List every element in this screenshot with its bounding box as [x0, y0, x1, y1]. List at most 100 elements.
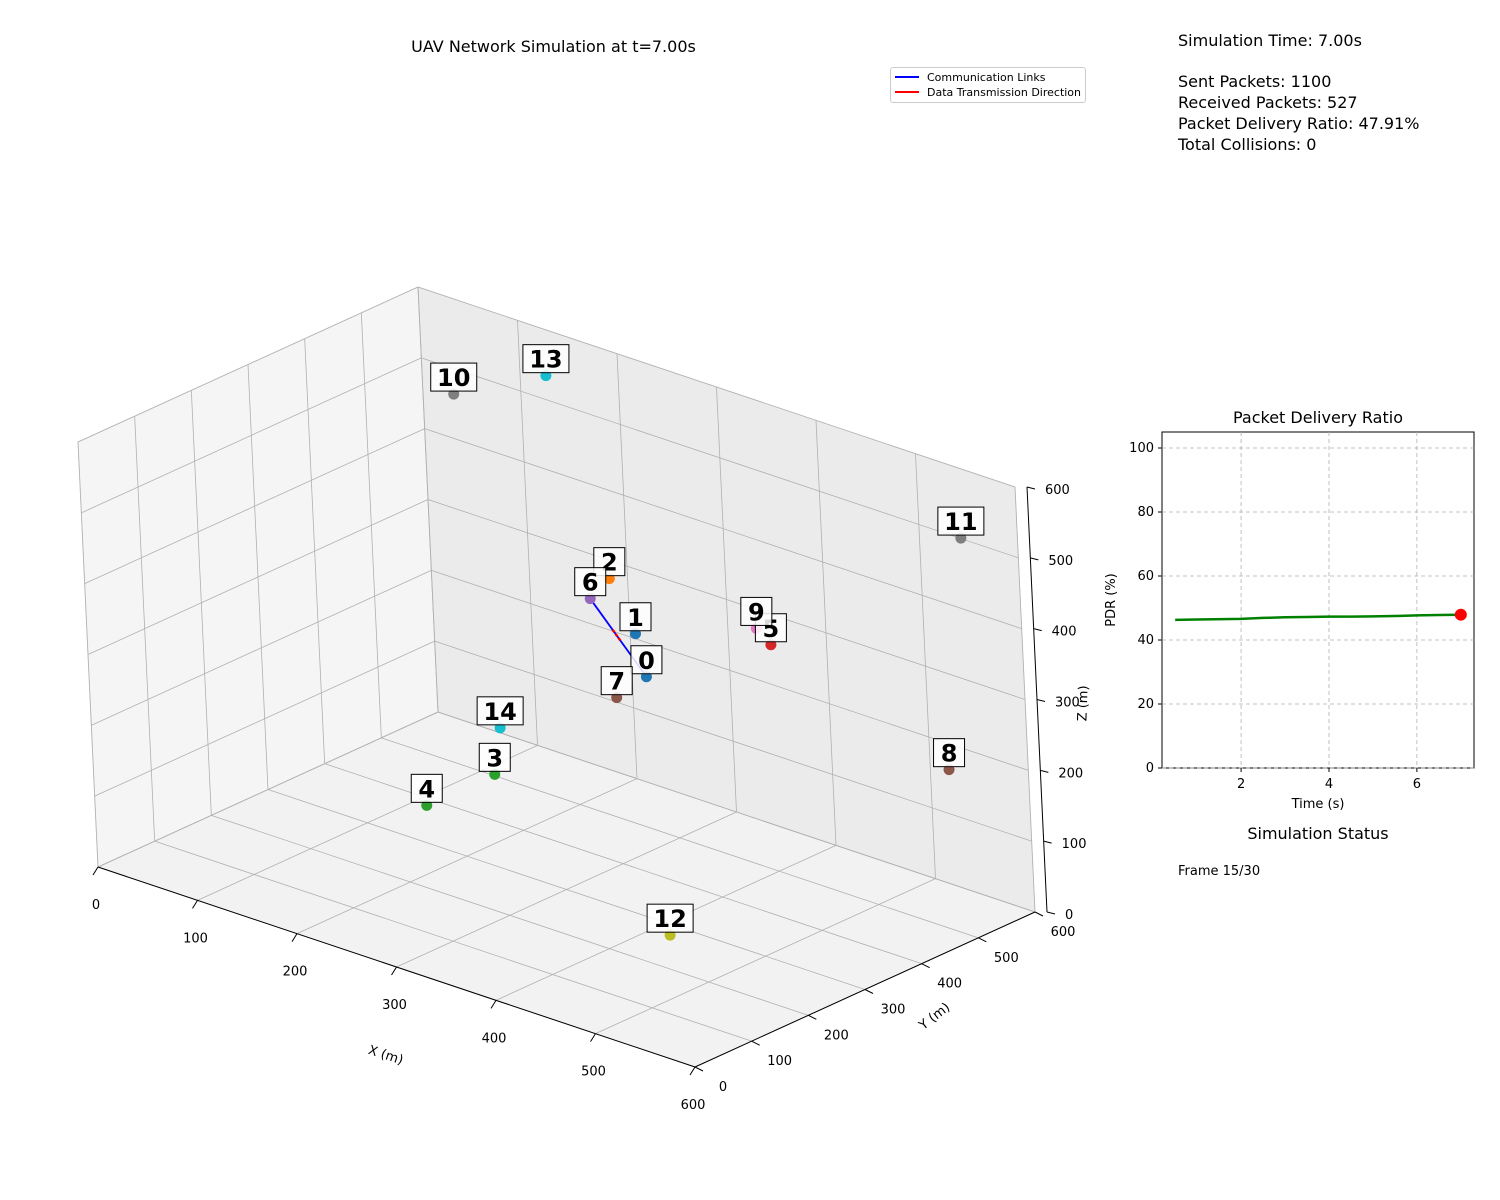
x-tick: [689, 1066, 696, 1076]
node-label-box-7: [600, 666, 633, 696]
z-tick-label: 500: [1048, 554, 1073, 569]
stat-received-packets: Received Packets: 527: [1178, 93, 1358, 112]
y-axis-label: Y (m): [916, 1000, 954, 1034]
x-tick-label: 600: [681, 1098, 706, 1113]
y-tick-label: 200: [824, 1028, 849, 1043]
y-tick-label: 300: [881, 1003, 906, 1018]
x-tick-label: 200: [283, 965, 308, 980]
z-tick: [1026, 486, 1036, 490]
floor-grid-y: [437, 711, 1036, 913]
legend: Communication Links Data Transmission Di…: [890, 67, 1086, 103]
legend-entry-transmission: Data Transmission Direction: [895, 85, 1081, 99]
z-tick: [1036, 699, 1046, 702]
pdr-y-tick-label: 80: [1137, 505, 1154, 520]
pdr-y-tick-label: 20: [1137, 697, 1154, 712]
y-tick: [978, 937, 987, 943]
back-grid-z: [417, 286, 1016, 488]
node-label-box-1: [619, 602, 652, 632]
node-label-box-0: [630, 645, 663, 675]
z-tick-label: 0: [1065, 908, 1073, 923]
z-tick-label: 100: [1062, 837, 1087, 852]
node-label-box-8: [933, 738, 966, 768]
stat-sent-packets: Sent Packets: 1100: [1178, 72, 1332, 91]
node-label-12: 12: [653, 905, 686, 933]
legend-label-transmission: Data Transmission Direction: [927, 85, 1082, 99]
y-tick-label: 100: [767, 1054, 792, 1069]
node-label-box-14: [476, 696, 524, 726]
x-tick: [291, 933, 298, 942]
y-tick: [751, 1040, 760, 1046]
z-tick: [1030, 557, 1039, 561]
y-tick: [864, 989, 874, 994]
x-tick-label: 100: [183, 931, 208, 946]
pdr-x-tick-label: 6: [1413, 777, 1421, 792]
z-tick: [1033, 628, 1042, 632]
z-tick: [1046, 911, 1056, 915]
pdr-x-axis-label: Time (s): [1291, 797, 1345, 812]
pdr-y-axis-label: PDR (%): [1104, 573, 1119, 627]
y-tick: [694, 1066, 704, 1072]
z-tick: [1040, 769, 1049, 773]
x-tick-label: 0: [92, 898, 100, 913]
node-label-10: 10: [437, 364, 470, 392]
legend-line-red: [895, 91, 919, 93]
z-tick-label: 400: [1052, 625, 1077, 640]
x-tick: [92, 866, 99, 876]
x-axis-label: X (m): [366, 1043, 405, 1068]
legend-label-links: Communication Links: [927, 70, 1046, 84]
node-label-1: 1: [627, 604, 644, 632]
node-label-box-11: [937, 506, 985, 536]
node-label-box-10: [430, 362, 478, 392]
pdr-current-point: [1454, 608, 1467, 621]
stat-collisions: Total Collisions: 0: [1178, 135, 1317, 154]
x-tick: [590, 1033, 596, 1042]
pdr-chart-title: Packet Delivery Ratio: [1232, 408, 1403, 427]
pdr-plot-area: [1161, 431, 1475, 769]
legend-line-blue: [895, 76, 919, 78]
status-title: Simulation Status: [1247, 824, 1389, 843]
node-label-box-13: [522, 344, 570, 374]
x-tick: [192, 900, 198, 909]
node-label-box-3: [478, 742, 511, 772]
node-label-14: 14: [483, 698, 516, 726]
node-label-6: 6: [582, 569, 599, 597]
back-grid-x: [1014, 486, 1036, 913]
node-label-box-9: [740, 596, 773, 626]
node-label-13: 13: [529, 346, 562, 374]
side-grid-z: [81, 357, 422, 514]
y-tick-label: 400: [937, 977, 962, 992]
z-tick: [1043, 840, 1052, 844]
node-label-8: 8: [941, 740, 958, 768]
stat-sim-time: Simulation Time: 7.00s: [1178, 31, 1362, 50]
x-tick: [391, 966, 397, 976]
node-label-box-6: [574, 567, 607, 597]
side-grid-z: [77, 286, 419, 443]
node-label-11: 11: [944, 508, 977, 536]
pdr-y-tick-label: 0: [1146, 761, 1154, 776]
node-label-9: 9: [748, 598, 765, 626]
pdr-x-tick-label: 2: [1237, 777, 1245, 792]
pdr-x-tick-label: 4: [1325, 777, 1333, 792]
z-tick-label: 300: [1055, 696, 1080, 711]
node-label-box-4: [410, 773, 443, 803]
z-axis-label: Z (m): [1075, 685, 1091, 721]
x-tick-label: 400: [482, 1031, 507, 1046]
pdr-y-tick-label: 40: [1137, 633, 1154, 648]
x-tick: [490, 1000, 497, 1009]
main-chart-title: UAV Network Simulation at t=7.00s: [411, 37, 696, 56]
y-tick: [921, 963, 930, 969]
node-label-4: 4: [418, 775, 435, 803]
frame-counter: Frame 15/30: [1178, 864, 1261, 879]
legend-entry-links: Communication Links: [895, 70, 1045, 84]
pdr-series-line: [1175, 613, 1461, 622]
node-label-box-12: [646, 903, 694, 933]
back-grid-z: [421, 357, 1019, 559]
node-label-7: 7: [608, 668, 625, 696]
y-tick-label: 0: [719, 1080, 727, 1095]
y-tick: [808, 1014, 817, 1020]
pdr-y-tick-label: 100: [1129, 441, 1154, 456]
z-tick-label: 200: [1058, 766, 1083, 781]
pdr-y-tick-label: 60: [1137, 569, 1154, 584]
x-tick-label: 300: [382, 998, 407, 1013]
